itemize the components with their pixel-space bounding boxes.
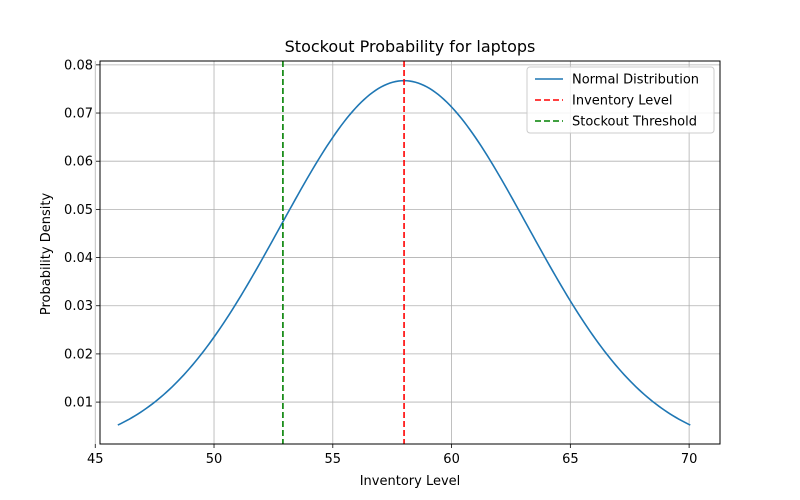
legend-label-stockout-threshold: Stockout Threshold	[572, 115, 697, 130]
y-tick-label: 0.06	[64, 155, 93, 170]
y-axis-label: Probability Density	[39, 193, 54, 316]
plot-area	[117, 61, 691, 444]
y-tick-label: 0.05	[64, 203, 93, 218]
y-tick-label: 0.07	[64, 107, 93, 122]
y-tick-label: 0.01	[64, 396, 93, 411]
x-tick-label: 55	[325, 452, 342, 467]
axes-frame	[99, 60, 721, 445]
legend-label-normal-distribution: Normal Distribution	[572, 73, 699, 88]
x-tick-label: 60	[443, 452, 460, 467]
legend-box	[526, 66, 715, 134]
x-tick-label: 45	[87, 452, 104, 467]
legend-label-inventory-level: Inventory Level	[572, 94, 673, 109]
y-tick-label: 0.04	[64, 251, 93, 266]
y-tick-label: 0.02	[64, 347, 93, 362]
x-tick-label: 65	[562, 452, 579, 467]
x-axis-label: Inventory Level	[360, 474, 461, 489]
chart-title: Stockout Probability for laptops	[285, 37, 536, 56]
legend: Normal Distribution Inventory Level Stocko…	[526, 66, 715, 134]
axis-ticks: 45 50 55 60 65 70 0.01 0.02 0.03 0.04 0.05 0.06 0.07…	[64, 58, 697, 467]
y-tick-label: 0.08	[64, 58, 93, 73]
x-tick-label: 50	[206, 452, 223, 467]
x-tick-label: 70	[681, 452, 698, 467]
y-tick-label: 0.03	[64, 299, 93, 314]
